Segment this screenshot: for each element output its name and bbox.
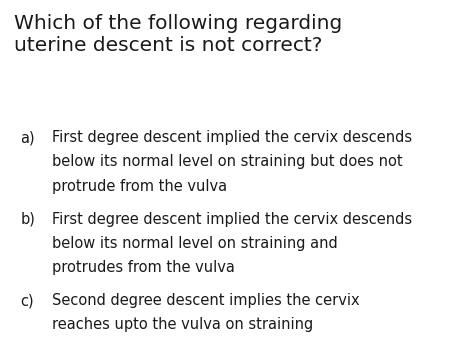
Text: Which of the following regarding
uterine descent is not correct?: Which of the following regarding uterine… xyxy=(14,14,342,55)
Text: below its normal level on straining but does not: below its normal level on straining but … xyxy=(52,154,402,169)
Text: Second degree descent implies the cervix: Second degree descent implies the cervix xyxy=(52,293,360,308)
Text: c): c) xyxy=(20,293,34,308)
Text: protrude from the vulva: protrude from the vulva xyxy=(52,179,227,194)
Text: a): a) xyxy=(20,130,35,145)
Text: First degree descent implied the cervix descends: First degree descent implied the cervix … xyxy=(52,130,412,145)
Text: protrudes from the vulva: protrudes from the vulva xyxy=(52,260,234,275)
Text: reaches upto the vulva on straining: reaches upto the vulva on straining xyxy=(52,317,313,332)
Text: below its normal level on straining and: below its normal level on straining and xyxy=(52,236,338,251)
Text: b): b) xyxy=(20,212,35,226)
Text: First degree descent implied the cervix descends: First degree descent implied the cervix … xyxy=(52,212,412,226)
